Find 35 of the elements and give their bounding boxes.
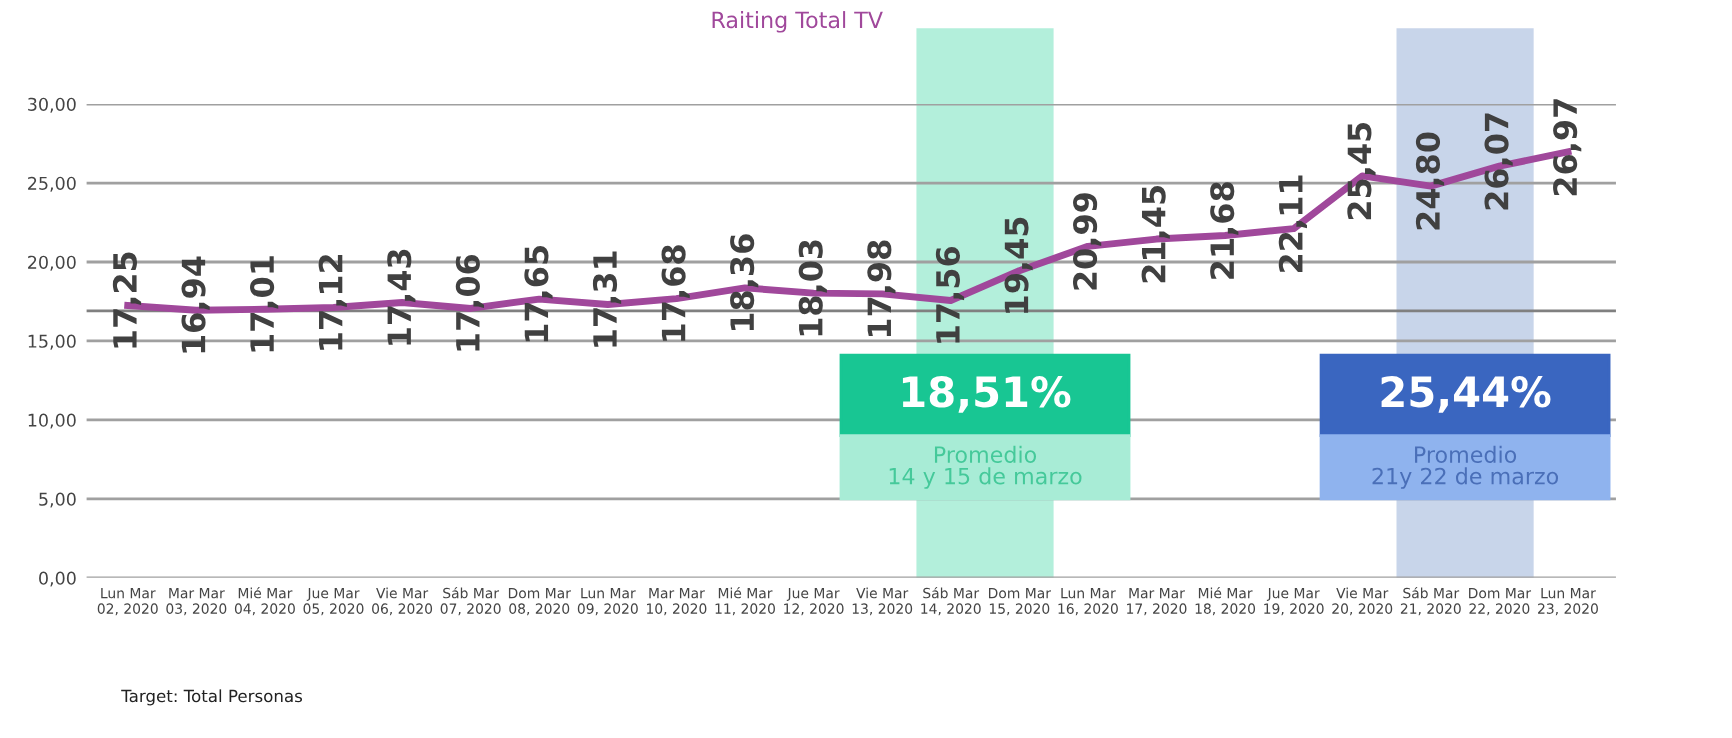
data-label: 17,25 — [112, 252, 142, 348]
data-label: 18,36 — [730, 234, 759, 331]
data-label: 21,68 — [1210, 182, 1239, 279]
annotation: Promedio 21y 22 de marzo — [1372, 445, 1559, 489]
y-tick-label: 25,00 — [28, 176, 76, 192]
band-label: 25,44% — [1381, 376, 1551, 413]
chart-title: Raiting Total TV — [712, 11, 883, 33]
data-label: 19,45 — [1004, 217, 1033, 313]
y-tick-label: 10,00 — [28, 413, 76, 429]
data-label: 25,45 — [1347, 122, 1376, 220]
text: Target: Total Personas — [121, 689, 303, 706]
data-label: 17,98 — [867, 240, 896, 337]
annotation: Promedio 14 y 15 de marzo — [889, 445, 1082, 489]
data-label: 16,94 — [181, 256, 210, 353]
band-label: 18,51% — [902, 376, 1071, 413]
data-label: 20,99 — [1072, 193, 1102, 290]
data-label: 17,31 — [592, 251, 622, 347]
data-label: 17,43 — [387, 249, 416, 345]
data-label: 22,11 — [1278, 175, 1307, 272]
data-label: 17,12 — [318, 254, 347, 350]
data-label: 17,68 — [661, 245, 690, 341]
y-tick-label: 20,00 — [28, 255, 76, 271]
y-tick-label: 5,00 — [39, 492, 76, 508]
data-label: 21,45 — [1141, 186, 1170, 283]
data-label: 17,01 — [250, 256, 279, 352]
data-label: 24,80 — [1415, 132, 1445, 230]
data-label: 17,65 — [524, 246, 553, 342]
y-tick-label: 30,00 — [28, 97, 76, 113]
data-label: 17,06 — [455, 254, 485, 351]
data-label: 18,03 — [798, 240, 827, 336]
y-tick-label: 0,00 — [39, 571, 76, 587]
data-label: 17,56 — [935, 246, 965, 343]
y-tick-label: 15,00 — [28, 334, 76, 350]
data-label: 26,07 — [1484, 113, 1513, 210]
data-label: 26,97 — [1553, 99, 1582, 196]
